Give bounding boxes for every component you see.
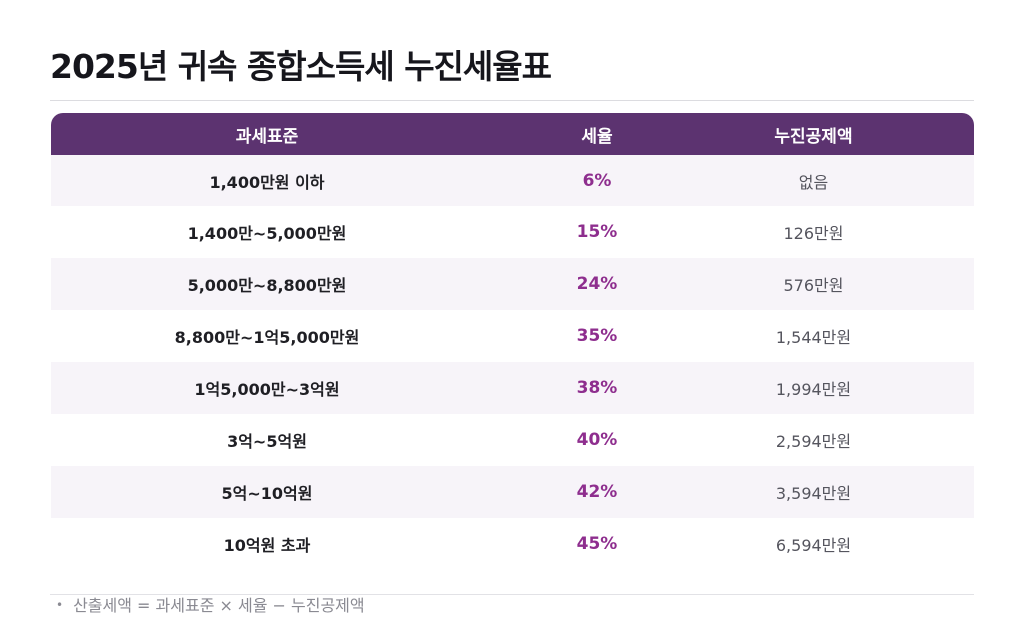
table-row: 5억~10억원 42% 3,594만원 xyxy=(51,466,974,518)
page-title: 2025년 귀속 종합소득세 누진세율표 xyxy=(50,47,552,86)
deduction-cell: 576만원 xyxy=(783,276,844,295)
tax-rate-cell: 40% xyxy=(576,430,618,450)
table-row: 3억~5억원 40% 2,594만원 xyxy=(51,414,974,466)
deduction-cell: 2,594만원 xyxy=(775,432,852,451)
table-header: 과세표준 세율 누진공제액 xyxy=(51,113,974,155)
title-divider xyxy=(50,100,974,101)
deduction-cell: 3,594만원 xyxy=(775,484,852,503)
tax-base-cell: 10억원 초과 xyxy=(223,536,311,555)
table-row: 1,400만~5,000만원 15% 126만원 xyxy=(51,206,974,258)
tax-base-cell: 3억~5억원 xyxy=(227,432,307,451)
footnote: • 산출세액 = 과세표준 × 세율 − 누진공제액 xyxy=(56,592,365,616)
header-tax-rate: 세율 xyxy=(581,126,613,147)
footnote-text: 산출세액 = 과세표준 × 세율 − 누진공제액 xyxy=(73,596,365,615)
tax-base-cell: 1억5,000만~3억원 xyxy=(194,380,340,399)
tax-base-cell: 5,000만~8,800만원 xyxy=(187,276,347,295)
tax-rate-cell: 38% xyxy=(576,378,618,398)
tax-rate-cell: 35% xyxy=(576,326,618,346)
bullet-icon: • xyxy=(56,598,64,612)
tax-base-cell: 1,400만원 이하 xyxy=(209,172,325,192)
tax-rate-cell: 42% xyxy=(576,482,618,502)
header-tax-base: 과세표준 xyxy=(235,126,299,147)
table-row: 5,000만~8,800만원 24% 576만원 xyxy=(51,258,974,310)
deduction-cell: 6,594만원 xyxy=(775,536,852,555)
table-row: 1,400만원 이하 6% 없음 xyxy=(51,155,974,206)
table-row: 8,800만~1억5,000만원 35% 1,544만원 xyxy=(51,310,974,362)
deduction-cell: 1,544만원 xyxy=(775,328,852,347)
tax-rate-cell: 24% xyxy=(576,274,618,294)
header-deduction: 누진공제액 xyxy=(774,126,853,147)
tax-rate-table: 과세표준 세율 누진공제액 1,400만원 이하 6% 없음 1,400만~5,… xyxy=(51,113,974,570)
deduction-cell: 126만원 xyxy=(783,224,844,243)
tax-rate-cell: 45% xyxy=(576,534,618,554)
table-row: 1억5,000만~3억원 38% 1,994만원 xyxy=(51,362,974,414)
tax-base-cell: 8,800만~1억5,000만원 xyxy=(174,328,360,347)
tax-base-cell: 1,400만~5,000만원 xyxy=(187,224,347,243)
deduction-cell: 없음 xyxy=(798,172,829,192)
deduction-cell: 1,994만원 xyxy=(775,380,852,399)
tax-base-cell: 5억~10억원 xyxy=(221,484,313,503)
table-body: 1,400만원 이하 6% 없음 1,400만~5,000만원 15% 126만… xyxy=(51,155,974,570)
tax-rate-cell: 6% xyxy=(582,170,612,191)
footer-divider xyxy=(50,594,974,595)
table-row: 10억원 초과 45% 6,594만원 xyxy=(51,518,974,570)
tax-rate-cell: 15% xyxy=(576,222,618,242)
